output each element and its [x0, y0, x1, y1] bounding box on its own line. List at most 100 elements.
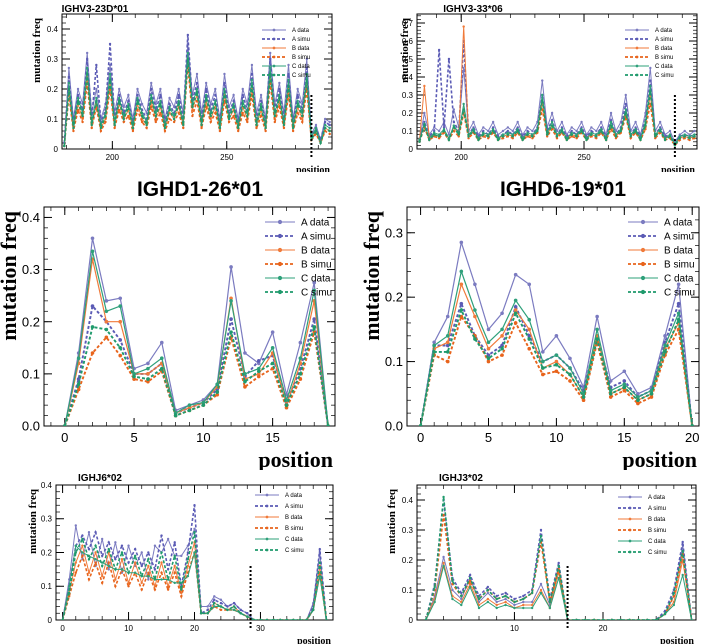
x-tick-label: 200: [106, 153, 120, 162]
data-point: [201, 403, 206, 407]
data-point: [104, 299, 109, 303]
data-point: [318, 574, 322, 578]
data-point: [531, 129, 534, 133]
data-point: [127, 571, 130, 574]
data-point: [513, 308, 518, 312]
data-point: [154, 120, 158, 124]
data-point: [614, 129, 618, 133]
data-point: [462, 102, 465, 106]
data-point: [250, 78, 254, 82]
data-point: [500, 334, 504, 338]
data-point: [637, 618, 640, 620]
y-tick-label: 0: [409, 616, 414, 625]
data-point: [319, 141, 322, 145]
data-point: [654, 137, 657, 140]
data-point: [462, 66, 465, 70]
data-point: [328, 132, 331, 136]
data-point: [118, 338, 123, 342]
data-point: [506, 133, 510, 136]
data-point: [147, 574, 150, 578]
data-point: [432, 340, 436, 345]
data-point: [477, 606, 481, 610]
data-point: [120, 558, 124, 561]
data-point: [554, 359, 559, 364]
data-point: [654, 135, 657, 138]
data-point: [636, 398, 640, 403]
data-point: [600, 128, 603, 131]
data-point: [312, 288, 317, 293]
data-point: [487, 133, 490, 136]
data-point: [595, 129, 598, 133]
plot-frame: [61, 13, 333, 150]
data-point: [296, 99, 299, 103]
data-point: [418, 140, 421, 143]
data-point: [173, 564, 176, 568]
data-point: [452, 108, 456, 111]
data-point: [592, 618, 596, 620]
data-point: [186, 57, 190, 61]
data-point: [672, 591, 676, 595]
data-point: [584, 618, 587, 620]
data-point: [545, 133, 549, 136]
data-point: [259, 99, 263, 103]
data-point: [159, 99, 162, 103]
y-tick-label: 0.3: [402, 91, 414, 100]
data-point: [87, 558, 91, 561]
data-point: [246, 114, 249, 118]
data-point: [658, 129, 662, 133]
data-point: [668, 135, 672, 138]
data-point: [649, 391, 654, 396]
legend-label: B data: [664, 246, 693, 257]
data-point: [531, 137, 534, 140]
data-point: [568, 366, 572, 370]
y-tick-label: 0.1: [22, 366, 40, 381]
series-line-c-data: [420, 269, 693, 426]
data-point: [432, 350, 436, 354]
data-point: [108, 42, 112, 46]
data-point: [223, 72, 226, 76]
data-point: [451, 597, 454, 601]
data-point: [688, 133, 691, 136]
data-point: [676, 311, 681, 316]
y-tick-label: 0: [409, 145, 414, 154]
data-point: [663, 343, 667, 348]
data-point: [622, 369, 627, 374]
data-point: [451, 579, 454, 583]
series-line-b-simu: [63, 331, 330, 426]
data-point: [522, 594, 525, 598]
data-point: [63, 144, 66, 148]
data-point: [560, 129, 564, 133]
data-point: [177, 87, 180, 91]
data-point: [516, 120, 519, 124]
data-point: [511, 129, 514, 133]
data-point: [104, 335, 109, 340]
legend-marker: [635, 28, 639, 32]
legend-marker: [628, 517, 632, 521]
data-point: [172, 117, 176, 121]
data-point: [250, 84, 254, 88]
x-tick-label: 10: [510, 624, 519, 633]
data-point: [486, 327, 491, 332]
data-point: [127, 99, 130, 103]
data-point: [76, 108, 80, 112]
data-point: [95, 99, 98, 103]
data-point: [81, 534, 84, 537]
data-point: [199, 612, 203, 615]
legend-label: B data: [648, 517, 666, 523]
data-point: [624, 93, 627, 97]
data-point: [173, 413, 178, 418]
data-point: [644, 124, 647, 127]
data-point: [646, 618, 649, 620]
chart-ighd1-26: 0.0 0.1 0.2 0.3 0.4 0 5 10 15 IGHD1-26*01 position…: [0, 178, 336, 470]
data-point: [487, 129, 490, 133]
legend-label: A data: [655, 28, 673, 34]
y-axis-label: mutation freq: [386, 488, 398, 554]
data-point: [76, 356, 81, 361]
data-point: [180, 554, 183, 558]
data-point: [256, 361, 261, 366]
data-point: [423, 120, 426, 124]
data-point: [482, 129, 485, 133]
data-point: [193, 531, 196, 534]
legend-marker: [628, 550, 632, 554]
data-point: [554, 334, 559, 338]
